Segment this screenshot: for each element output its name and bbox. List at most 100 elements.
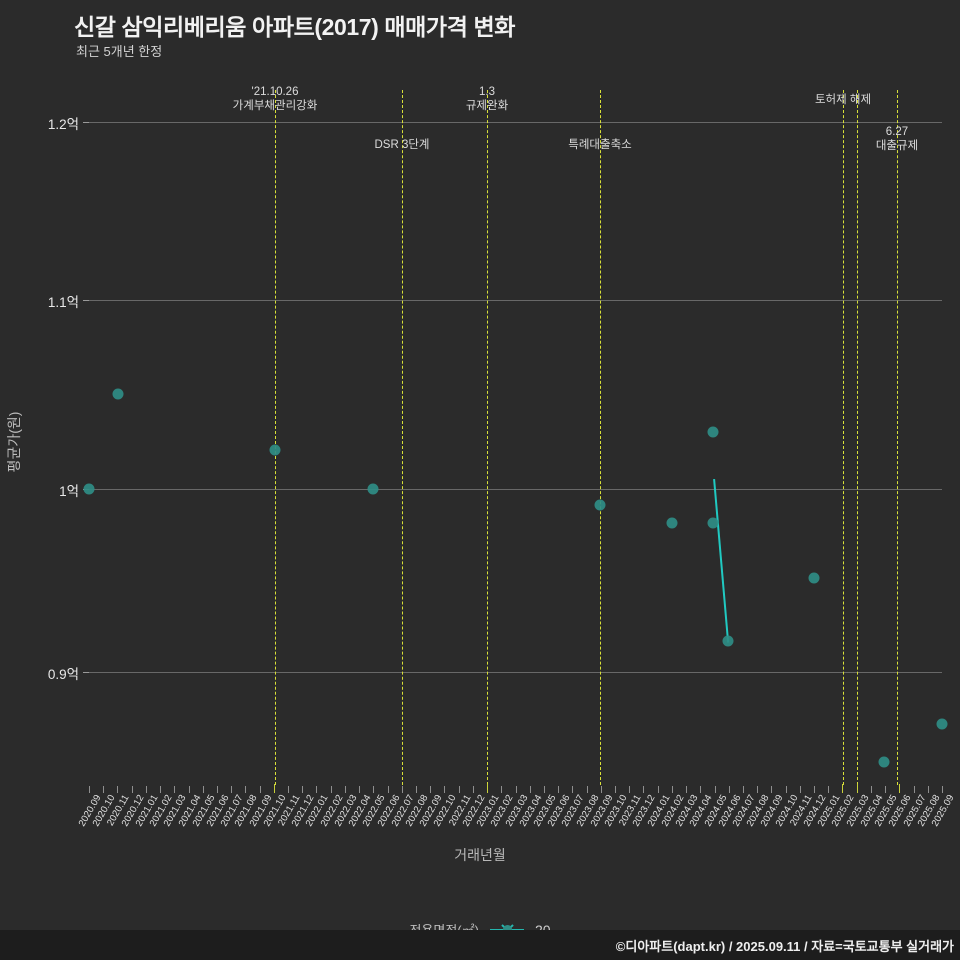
footer-credit: ©디아파트(dapt.kr) / 2025.09.11 / 자료=국토교통부 실… [615, 939, 954, 954]
x-axis-tick [757, 786, 759, 793]
page-title: 신갈 삼익리베리움 아파트(2017) 매매가격 변화 [74, 14, 515, 40]
x-axis-tick [856, 784, 858, 793]
x-axis-tick [899, 784, 901, 793]
x-axis-tick [387, 786, 389, 793]
policy-event-vline [275, 90, 276, 785]
x-axis-tick [245, 786, 247, 793]
data-point[interactable] [594, 499, 606, 511]
y-gridline [89, 300, 942, 301]
x-axis-tick [671, 786, 673, 793]
x-axis-tick [487, 784, 489, 793]
x-axis-tick [458, 786, 460, 793]
policy-event-label: 6.27 대출규제 [875, 126, 919, 152]
policy-event-label: 특례대출축소 [568, 139, 632, 151]
x-axis-tick [771, 786, 773, 793]
policy-event-vline [487, 90, 488, 785]
page-subtitle: 최근 5개년 한정 [76, 44, 163, 59]
x-axis-tick [415, 786, 417, 793]
x-axis-tick [302, 786, 304, 793]
x-axis-tick [942, 786, 943, 793]
x-axis-tick [600, 786, 602, 793]
x-axis-tick [131, 786, 133, 793]
y-axis-tick-label: 0.9억 [47, 667, 79, 682]
x-axis-tick [174, 786, 176, 793]
x-axis-tick [430, 786, 432, 793]
x-axis-tick [117, 786, 119, 793]
data-point[interactable] [666, 517, 678, 529]
x-axis-tick [160, 786, 162, 793]
data-point[interactable] [83, 483, 95, 495]
x-axis-tick [316, 786, 318, 793]
x-axis-tick [643, 786, 645, 793]
x-axis-tick [344, 786, 346, 793]
data-point[interactable] [112, 388, 124, 400]
x-axis-tick [927, 786, 929, 793]
x-axis-tick [615, 786, 617, 793]
policy-event-label: 토허제 해제 [814, 94, 872, 106]
x-axis-tick [472, 786, 474, 793]
policy-event-label: DSR 3단계 [374, 139, 430, 151]
x-axis-title: 거래년월 [454, 847, 506, 863]
data-point[interactable] [808, 572, 820, 584]
x-axis-tick [913, 786, 915, 793]
x-axis-tick [273, 784, 275, 793]
x-axis-tick [359, 786, 361, 793]
x-axis-tick [828, 786, 830, 793]
x-axis-tick [501, 786, 503, 793]
x-axis-tick [814, 786, 816, 793]
x-axis-tick [103, 786, 105, 793]
data-point[interactable] [936, 718, 948, 730]
y-gridline [89, 672, 942, 673]
y-axis-tick-label: 1.2억 [47, 117, 79, 132]
x-axis-tick [586, 786, 588, 793]
x-axis-tick [572, 786, 574, 793]
x-axis-tick [885, 786, 887, 793]
policy-event-vline [897, 90, 898, 785]
x-axis-tick [188, 786, 190, 793]
x-axis-tick [714, 786, 716, 793]
x-axis-tick [629, 786, 631, 793]
x-axis-tick [401, 786, 403, 793]
data-point[interactable] [707, 517, 719, 529]
x-axis-tick [870, 786, 872, 793]
data-point[interactable] [722, 635, 734, 647]
x-axis-tick [231, 786, 233, 793]
y-axis-tick [83, 300, 89, 301]
x-axis-tick [657, 786, 659, 793]
y-axis-tick-label: 1.1억 [47, 295, 79, 310]
x-axis-tick [799, 786, 801, 793]
x-axis-tick [373, 786, 375, 793]
policy-event-label: 1.3 규제완화 [465, 86, 509, 112]
data-point[interactable] [367, 483, 379, 495]
x-axis-tick [742, 786, 744, 793]
policy-event-vline [600, 90, 601, 785]
x-axis-tick [686, 786, 688, 793]
x-axis-tick [145, 786, 147, 793]
series-line-segment [712, 479, 730, 643]
x-axis-tick [89, 786, 90, 793]
y-gridline [89, 122, 942, 123]
x-axis-tick [330, 786, 332, 793]
x-axis-tick [202, 786, 204, 793]
policy-event-label: '21.10.26 가계부채관리강화 [232, 86, 318, 112]
data-point[interactable] [878, 756, 890, 768]
footer-bar [0, 930, 960, 960]
data-point[interactable] [707, 426, 719, 438]
data-point[interactable] [269, 444, 281, 456]
policy-event-vline [857, 90, 858, 785]
x-axis-tick [288, 786, 290, 793]
y-axis-tick [83, 122, 89, 123]
x-axis-tick [700, 786, 702, 793]
y-axis-tick-label: 1억 [59, 484, 79, 499]
x-axis-tick [259, 786, 261, 793]
x-axis-tick [543, 786, 545, 793]
x-axis-tick [842, 784, 844, 793]
x-axis-tick [728, 786, 730, 793]
x-axis-tick [216, 786, 218, 793]
line-dot-marker-icon [489, 923, 524, 937]
y-gridline [89, 489, 942, 490]
policy-event-vline [402, 90, 403, 785]
y-axis-title: 평균가(원) [6, 411, 22, 473]
